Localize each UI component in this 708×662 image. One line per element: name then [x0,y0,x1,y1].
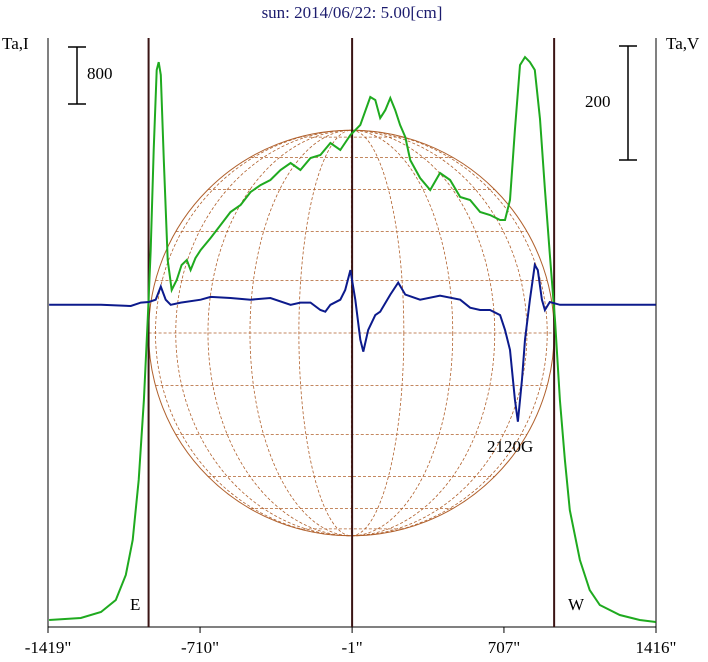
y2-axis-label: Ta,V [666,34,700,53]
x-tick-label: -1419" [25,638,72,657]
x-tick-label: 1416" [636,638,677,657]
chart-title: sun: 2014/06/22: 5.00[cm] [262,3,443,22]
series-line [49,55,656,623]
scale-bar-label: 200 [585,92,611,111]
series-line [49,261,656,422]
scale-bar-label: 800 [87,64,113,83]
annotation: E [130,595,140,614]
annotation: 2120G [487,437,533,456]
y-axis-label: Ta,I [2,34,29,53]
annotation: W [568,595,585,614]
x-tick-label: 707" [488,638,520,657]
x-tick-label: -1" [342,638,363,657]
x-tick-label: -710" [181,638,219,657]
